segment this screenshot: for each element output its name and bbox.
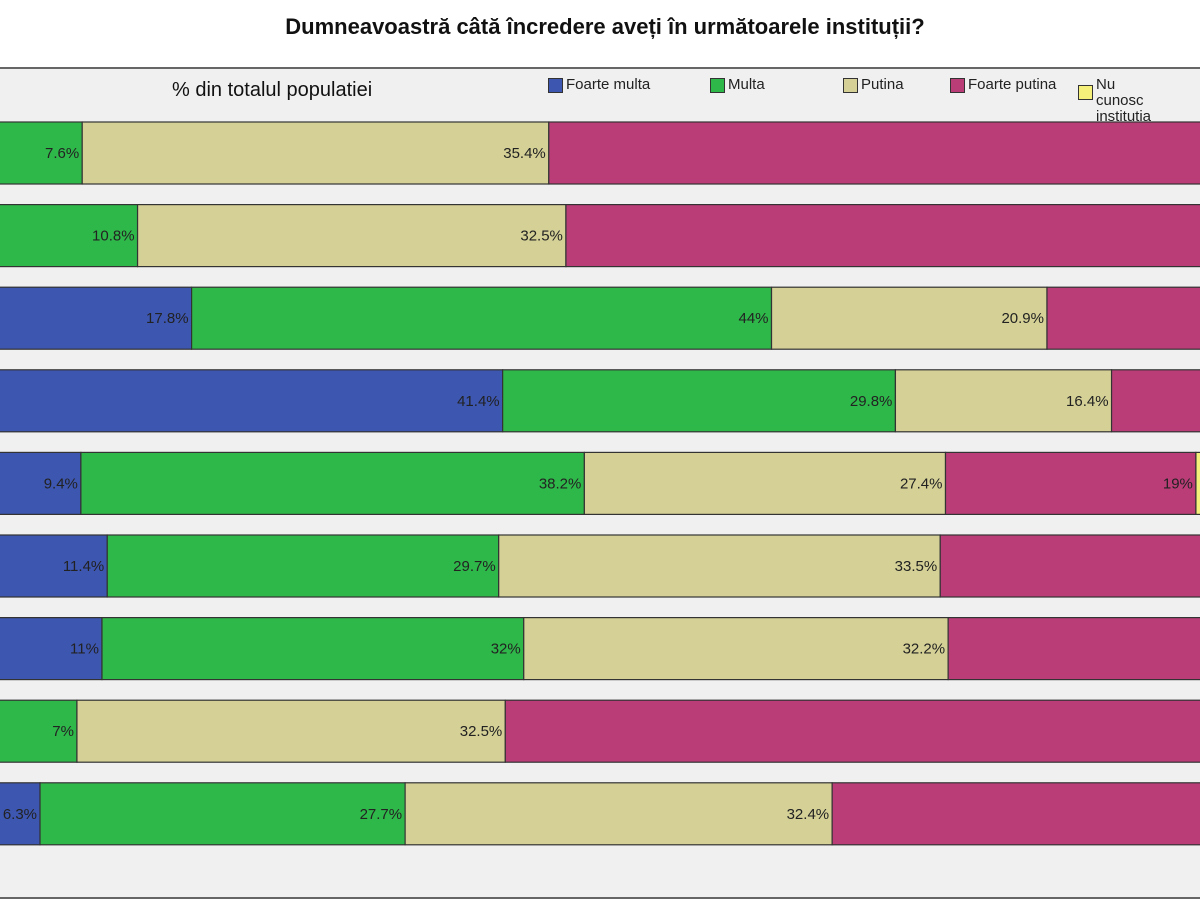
legend-swatch [1078, 85, 1093, 100]
bar-segment-foarte-putina [831, 782, 1200, 846]
data-label: 32.4% [787, 806, 830, 823]
legend-label: Nu cunosc institutia [1096, 76, 1152, 125]
data-label: 16.4% [1066, 393, 1109, 410]
bar-segment-putina [404, 782, 833, 846]
bar-segment-putina [498, 534, 941, 598]
bar-segment-multa [80, 451, 585, 515]
bar-segment-foarte-multa [0, 451, 82, 515]
bar-segment-foarte-putina [565, 204, 1200, 268]
bar-segment-putina [76, 699, 506, 763]
legend-swatch [548, 78, 563, 93]
data-label: 32.5% [460, 723, 503, 740]
chart-subtitle: % din totalul populatiei [172, 79, 373, 101]
legend-label: Foarte multa [566, 76, 651, 93]
bar-segment-foarte-multa [0, 534, 108, 598]
data-label: 19% [1163, 475, 1193, 492]
legend-item-nu-cunosc: Nu cunosc institutia [1078, 77, 1166, 125]
data-label: 10.8% [92, 228, 135, 245]
data-label: 11% [70, 641, 99, 658]
bar-segment-foarte-putina [1046, 286, 1200, 350]
data-label: 7.6% [45, 145, 79, 162]
bar-segment-putina [136, 204, 567, 268]
bar-segment-foarte-multa [0, 616, 103, 681]
bar-segment-multa [502, 369, 897, 433]
chart-title: Dumneavoastră câtă încredere aveți în ur… [285, 14, 925, 39]
data-label: 7% [52, 723, 74, 740]
bar-segment-foarte-putina [504, 699, 1200, 763]
bar-segment-foarte-putina [939, 534, 1200, 598]
bar-segment-multa [39, 782, 406, 846]
data-label: 17.8% [146, 310, 189, 327]
data-label: 38.2% [539, 475, 582, 492]
legend-item-foarte-multa: Foarte multa [548, 77, 650, 93]
data-label: 29.8% [850, 393, 893, 410]
bar-segment-foarte-putina [944, 451, 1197, 515]
legend-label: Putina [861, 76, 904, 93]
bar-segment-putina [894, 369, 1113, 433]
bar-segment-foarte-putina [947, 616, 1200, 681]
legend-item-putina: Putina [843, 77, 904, 93]
bar-segment-putina [523, 616, 949, 681]
data-label: 9.4% [44, 475, 78, 492]
bar-segment-foarte-putina [548, 121, 1200, 185]
bar-segment-multa [106, 534, 500, 598]
bar-segment-multa [0, 121, 83, 185]
data-label: 11.4% [63, 558, 104, 575]
data-label: 33.5% [895, 558, 938, 575]
bar-segment-putina [583, 451, 947, 515]
legend-swatch [710, 78, 725, 93]
bar-segment-foarte-multa [0, 286, 193, 350]
bar-segment-multa [0, 204, 139, 268]
bar-segment-nu-cunosc-institutia [1195, 451, 1200, 515]
bar-segment-putina [770, 286, 1048, 350]
bar-segment-foarte-putina [1110, 369, 1200, 433]
data-label: 41.4% [457, 393, 500, 410]
data-label: 35.4% [503, 145, 546, 162]
data-label: 27.4% [900, 475, 943, 492]
bar-chart: 9%7.6%35.4%2.9%10.8%32.5%17.8%44%20.9%41… [0, 121, 1200, 846]
data-label: 44% [738, 310, 768, 327]
plot-area: 9%7.6%35.4%2.9%10.8%32.5%17.8%44%20.9%41… [0, 67, 1200, 899]
data-label: 6.3% [3, 806, 37, 823]
bar-segment-putina [81, 121, 550, 185]
legend-item-multa: Multa [710, 77, 765, 93]
bar-segment-multa [191, 286, 773, 350]
data-label: 32.5% [520, 228, 563, 245]
legend-label: Foarte putina [968, 76, 1057, 93]
legend-label: Multa [728, 76, 765, 93]
data-label: 20.9% [1001, 310, 1044, 327]
bar-segment-foarte-multa [0, 369, 504, 433]
data-label: 27.7% [360, 806, 403, 823]
legend-swatch [950, 78, 965, 93]
legend-item-foarte-putina: Foarte putina [950, 77, 1056, 93]
bar-segment-multa [101, 616, 525, 681]
data-label: 29.7% [453, 558, 496, 575]
data-label: 32% [491, 641, 521, 658]
legend-swatch [843, 78, 858, 93]
data-label: 32.2% [903, 641, 946, 658]
